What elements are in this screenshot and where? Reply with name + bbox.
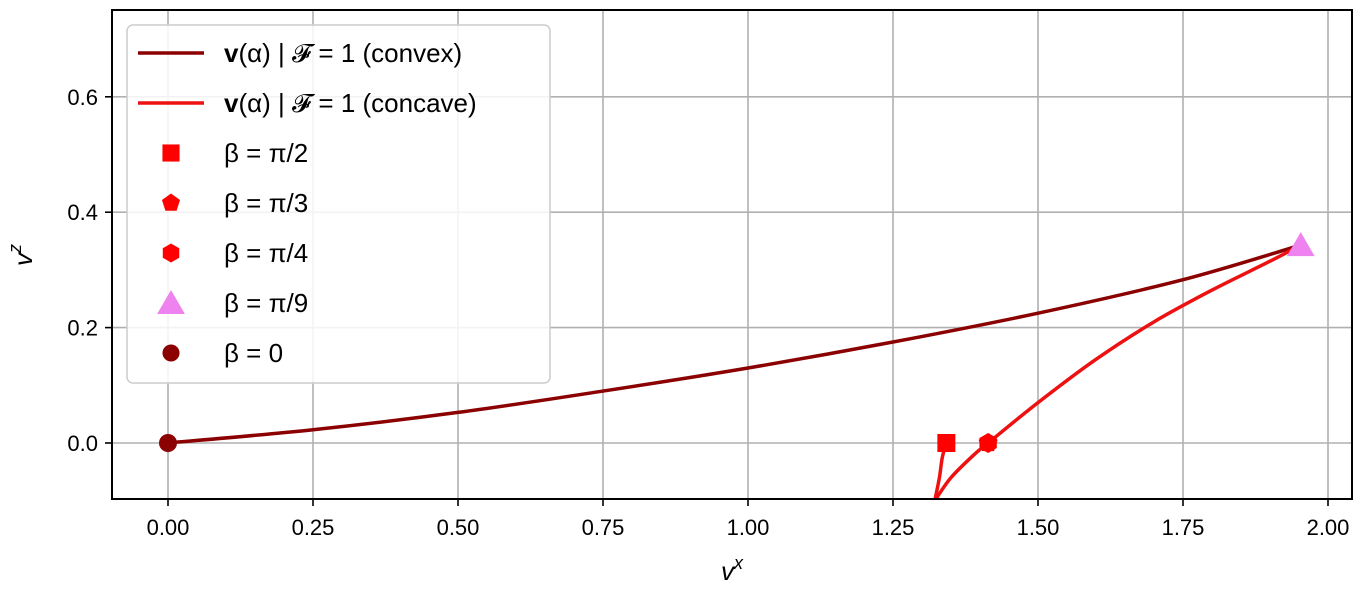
x-axis-label-sup: x <box>733 553 744 573</box>
series-line-concave <box>933 243 1302 499</box>
legend-entry-label: v(α) | 𝓕 = 1 (concave) <box>224 88 477 118</box>
legend-entry-label: β = π/4 <box>224 238 308 268</box>
x-tick-label: 1.50 <box>1017 515 1060 540</box>
legend-marker-square <box>162 144 180 162</box>
y-tick-label: 0.4 <box>67 200 98 225</box>
legend-entry-label: v(α) | 𝓕 = 1 (convex) <box>224 38 462 68</box>
ticks: 0.00 0.25 0.50 0.75 1.00 1.25 1.50 1.75 2.00 0.0 0… <box>67 85 1349 540</box>
x-tick-label: 0.50 <box>437 515 480 540</box>
y-axis-label-sup: z <box>5 244 25 254</box>
legend-entry-label: β = π/9 <box>224 288 308 318</box>
x-tick-label: 0.75 <box>582 515 625 540</box>
y-axis-label: vz <box>5 244 38 266</box>
x-tick-label: 1.25 <box>872 515 915 540</box>
legend-entry-bold: v <box>224 88 239 118</box>
legend-entry-label: β = π/2 <box>224 138 308 168</box>
legend-marker-pentagon <box>161 193 181 211</box>
markers <box>159 232 1315 453</box>
marker-triangle <box>1286 232 1315 257</box>
legend-entry-bold: v <box>224 38 239 68</box>
legend-box <box>126 24 551 384</box>
x-tick-label: 1.75 <box>1162 515 1205 540</box>
legend-marker-hexagon <box>162 243 180 263</box>
x-tick-label: 0.00 <box>147 515 190 540</box>
legend-marker-triangle <box>157 290 185 314</box>
legend: v(α) | 𝓕 = 1 (convex)v(α) | 𝓕 = 1 (conca… <box>126 24 551 384</box>
series-line-convex <box>167 243 1302 445</box>
marker-square <box>937 434 956 452</box>
x-axis-label: vx <box>721 553 744 586</box>
x-tick-label: 0.25 <box>292 515 335 540</box>
marker-hexagon <box>979 433 997 453</box>
y-tick-label: 0.6 <box>67 85 98 110</box>
legend-entry-rest: (α) | 𝓕 = 1 (concave) <box>238 88 476 118</box>
y-tick-label: 0.0 <box>67 431 98 456</box>
legend-entry-rest: (α) | 𝓕 = 1 (convex) <box>238 38 462 68</box>
x-tick-label: 2.00 <box>1307 515 1350 540</box>
legend-marker-circle <box>162 344 180 362</box>
legend-entry-label: β = 0 <box>224 338 283 368</box>
y-tick-label: 0.2 <box>67 316 98 341</box>
x-tick-label: 1.00 <box>727 515 770 540</box>
marker-circle <box>159 434 177 452</box>
legend-entry-label: β = π/3 <box>224 188 308 218</box>
plot-frame <box>111 9 1353 500</box>
